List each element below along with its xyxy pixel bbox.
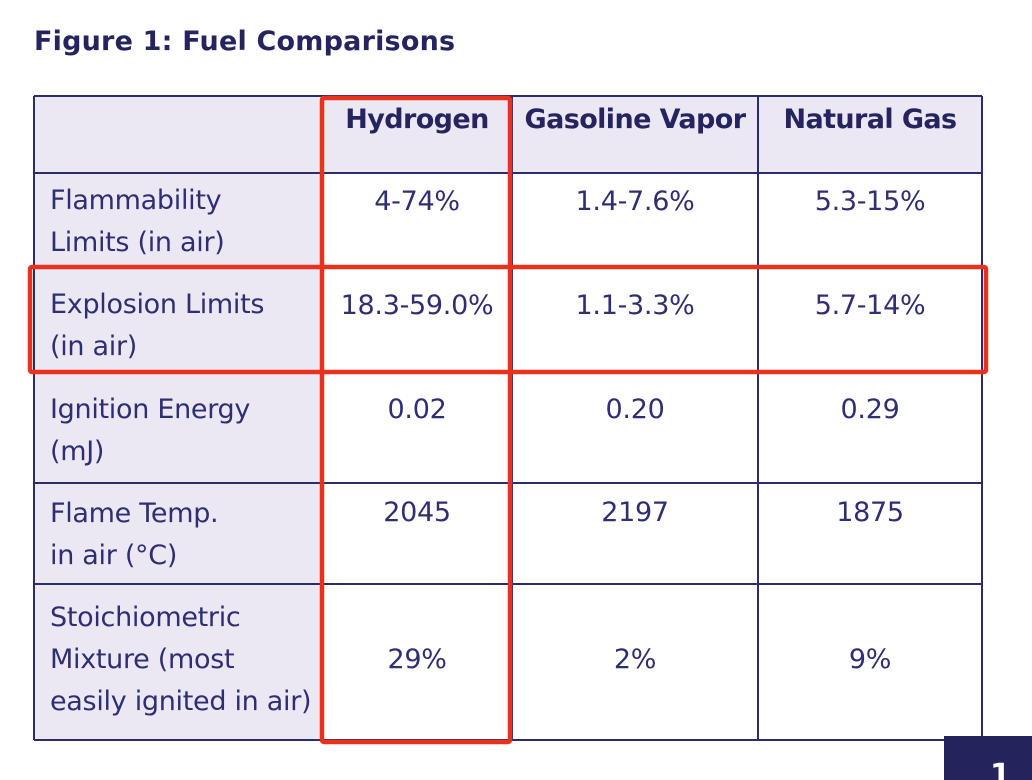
table-cell-r3-c2: 1875	[836, 497, 904, 528]
table-cell-r2-c1: 0.20	[605, 394, 665, 425]
table-cell-r4-c0: 29%	[387, 644, 447, 675]
row-label-4: Stoichiometric Mixture (most easily igni…	[50, 602, 312, 717]
table-cell-r4-c1: 2%	[613, 644, 657, 675]
table-cell-r1-c0: 18.3-59.0%	[340, 290, 494, 321]
figure-title: Figure 1: Fuel Comparisons	[34, 26, 456, 57]
column-header-2: Gasoline Vapor	[524, 104, 746, 135]
table-cell-r3-c1: 2197	[601, 497, 669, 528]
table-cell-r3-c0: 2045	[383, 497, 451, 528]
table-cell-r1-c1: 1.1-3.3%	[575, 290, 695, 321]
page-number: 1	[990, 758, 1011, 780]
explosion-limits-row-highlight	[27, 264, 989, 375]
table-cell-r0-c2: 5.3-15%	[814, 186, 926, 217]
table-cell-r2-c2: 0.29	[840, 394, 900, 425]
hydrogen-column-highlight	[319, 95, 513, 745]
table-cell-r2-c0: 0.02	[387, 394, 447, 425]
table-cell-r0-c1: 1.4-7.6%	[575, 186, 695, 217]
table-cell-r0-c0: 4-74%	[374, 186, 460, 217]
row-label-2: Ignition Energy (mJ)	[50, 394, 251, 467]
table-cell-r1-c2: 5.7-14%	[814, 290, 926, 321]
row-label-1: Explosion Limits (in air)	[50, 289, 265, 362]
row-label-3: Flame Temp. in air (°C)	[50, 498, 219, 571]
page-number-badge: 1	[944, 736, 1032, 780]
table-cell-r4-c2: 9%	[848, 644, 892, 675]
column-header-1: Hydrogen	[345, 104, 489, 135]
column-header-3: Natural Gas	[783, 104, 958, 135]
row-label-0: Flammability Limits (in air)	[50, 185, 225, 258]
